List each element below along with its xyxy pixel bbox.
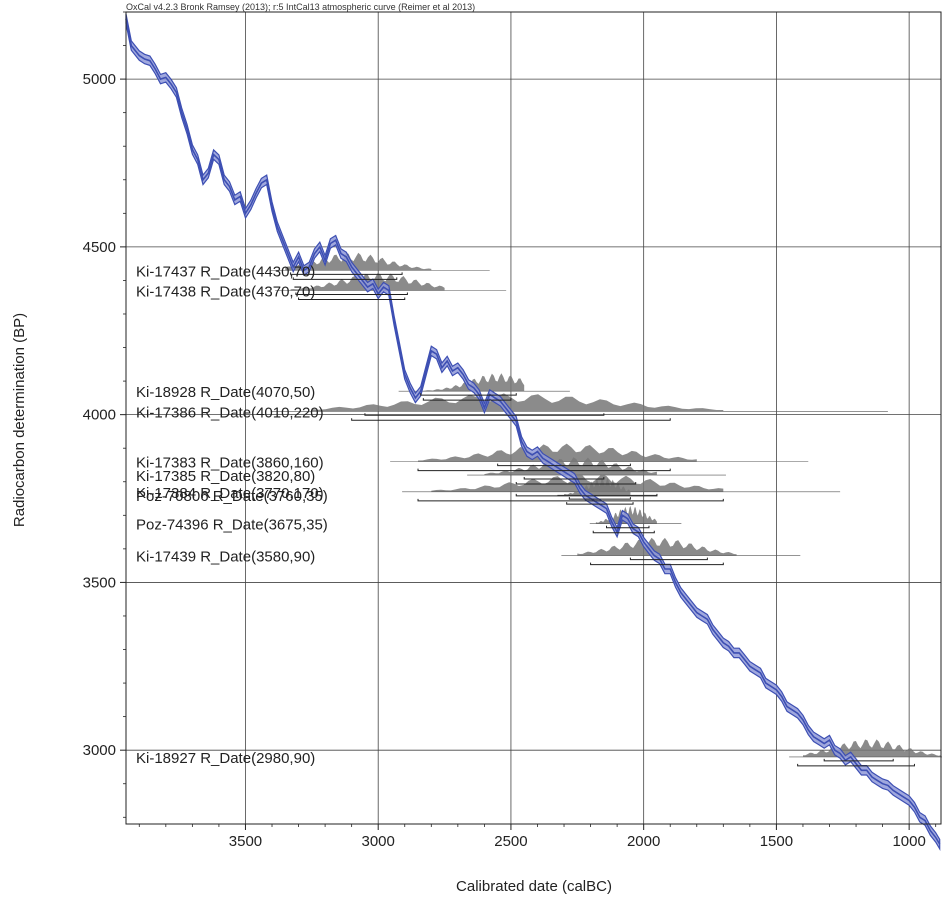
range-bracket — [523, 477, 605, 480]
range-bracket — [592, 530, 655, 534]
y-tick-label: 4000 — [83, 407, 116, 424]
date-label: Ki-18928 R_Date(4070,50) — [136, 384, 315, 401]
range-bracket — [295, 292, 408, 295]
range-bracket — [351, 418, 671, 421]
y-tick-label: 3500 — [83, 574, 116, 591]
x-axis-title: Calibrated date (calBC) — [456, 878, 612, 895]
date-label: Ki-17438 R_Date(4370,70) — [136, 283, 315, 300]
x-tick-label: 3500 — [229, 833, 262, 850]
plot-frame — [125, 11, 942, 825]
range-bracket — [290, 272, 403, 275]
date-label: Ki-17439 R_Date(3580,90) — [136, 549, 315, 566]
range-bracket — [515, 493, 658, 497]
date-label: Poz-74396 R_Date(3675,35) — [136, 517, 328, 534]
range-bracket — [629, 557, 708, 561]
date-density — [285, 252, 432, 271]
range-bracket — [420, 393, 517, 396]
date-label: Ki-17386 R_Date(4010,220) — [136, 404, 324, 421]
range-bracket — [417, 498, 724, 502]
x-tick-label: 1500 — [760, 833, 793, 850]
curve-line — [125, 18, 941, 845]
y-tick-label: 5000 — [83, 71, 116, 88]
range-bracket — [364, 413, 605, 416]
date-label: Poz-70806 R_Date(3760,35) — [136, 488, 328, 505]
date-labels: Ki-17437 R_Date(4430,70) Ki-17438 R_Date(… — [136, 263, 328, 767]
range-bracket — [298, 297, 406, 300]
date-label: Ki-17385 R_Date(3820,80) — [136, 468, 315, 485]
x-tick-label: 1000 — [892, 833, 925, 850]
date-label: Ki-18927 R_Date(2980,90) — [136, 750, 315, 767]
range-bracket — [497, 463, 631, 467]
range-bracket — [292, 277, 398, 280]
calibration-curve — [125, 13, 941, 851]
grid — [126, 12, 941, 824]
chart-header: OxCal v4.2.3 Bronk Ramsey (2013); r:5 In… — [126, 2, 475, 12]
date-density — [410, 373, 525, 392]
y-tick-label: 3000 — [83, 742, 116, 759]
axis-ticks: 3500 3000 2500 2000 1500 1000 5000 4500 4000 3500… — [83, 11, 937, 850]
range-bracket — [566, 502, 634, 505]
range-bracket — [797, 763, 915, 767]
date-densities — [270, 252, 942, 758]
date-label: Ki-17437 R_Date(4430,70) — [136, 263, 315, 280]
y-axis-title: Radiocarbon determination (BP) — [11, 313, 28, 527]
date-label: Ki-17383 R_Date(3860,160) — [136, 455, 324, 472]
range-bracket — [606, 525, 650, 529]
y-tick-label: 4500 — [83, 239, 116, 256]
range-bracket — [568, 497, 631, 500]
range-bracket — [823, 758, 894, 762]
date-density — [311, 393, 724, 412]
x-tick-label: 2500 — [494, 833, 527, 850]
range-bracket — [422, 398, 512, 401]
x-tick-label: 2000 — [627, 833, 660, 850]
x-tick-label: 3000 — [362, 833, 395, 850]
date-label: Ki-17384 R_Date(3770,170) — [136, 485, 324, 502]
range-bracket — [417, 468, 671, 472]
date-density — [577, 537, 737, 556]
date-ranges — [290, 272, 915, 767]
range-bracket — [590, 562, 724, 566]
date-density — [418, 443, 697, 462]
curve-band — [125, 13, 941, 851]
range-bracket — [515, 482, 637, 485]
